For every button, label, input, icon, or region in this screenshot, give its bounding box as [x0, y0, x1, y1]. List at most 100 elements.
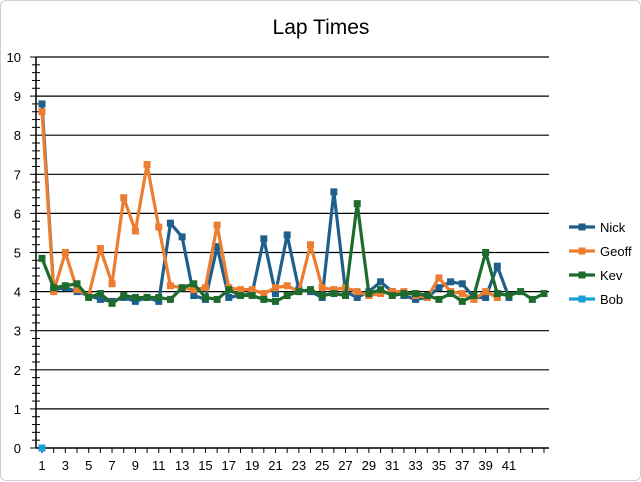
data-point [236, 292, 244, 300]
y-tick-label: 1 [14, 402, 21, 417]
data-point [353, 288, 361, 296]
data-point [190, 280, 198, 288]
data-point [178, 233, 186, 241]
legend-swatch-marker [578, 271, 586, 279]
data-point [318, 284, 326, 292]
legend-label: Geoff [600, 244, 632, 259]
data-point [50, 284, 58, 292]
data-point [447, 278, 455, 286]
data-point [225, 286, 233, 294]
x-tick-label: 13 [175, 458, 189, 473]
y-tick-label: 4 [14, 285, 21, 300]
data-point [96, 295, 104, 303]
data-point [166, 219, 174, 227]
data-point [166, 295, 174, 303]
y-tick-label: 6 [14, 206, 21, 221]
data-point [271, 284, 279, 292]
data-point [155, 293, 163, 301]
data-point [435, 284, 443, 292]
data-point [85, 293, 93, 301]
data-point [295, 288, 303, 296]
data-point [458, 297, 466, 305]
data-point [131, 297, 139, 305]
data-point [155, 223, 163, 231]
legend-swatch-marker [578, 247, 586, 255]
data-point [190, 292, 198, 300]
data-point [458, 280, 466, 288]
x-tick-label: 31 [385, 458, 399, 473]
data-point [482, 288, 490, 296]
data-point [517, 288, 525, 296]
data-point [213, 221, 221, 229]
data-point [131, 227, 139, 235]
data-point [470, 292, 478, 300]
legend-label: Kev [600, 268, 623, 283]
series-kev [38, 200, 548, 307]
data-point [120, 292, 128, 300]
data-point [435, 295, 443, 303]
x-tick-label: 37 [455, 458, 469, 473]
x-tick-label: 41 [502, 458, 516, 473]
y-tick-label: 5 [14, 246, 21, 261]
x-tick-label: 39 [478, 458, 492, 473]
y-tick-label: 2 [14, 363, 21, 378]
data-point [38, 100, 46, 108]
y-tick-label: 0 [14, 441, 21, 456]
data-point [493, 290, 501, 298]
data-point [283, 292, 291, 300]
data-point [307, 286, 315, 294]
data-point [73, 286, 81, 294]
legend-item-nick: Nick [569, 220, 626, 235]
legend-label: Bob [600, 292, 623, 307]
x-tick-label: 25 [315, 458, 329, 473]
data-point [307, 241, 315, 249]
data-point [131, 293, 139, 301]
x-tick-label: 33 [408, 458, 422, 473]
data-point [482, 293, 490, 301]
data-point [38, 444, 46, 452]
data-point [435, 274, 443, 282]
data-point [330, 290, 338, 298]
data-point [493, 262, 501, 270]
data-point [377, 286, 385, 294]
data-point [143, 161, 151, 169]
x-tick-label: 17 [222, 458, 236, 473]
data-point [412, 295, 420, 303]
data-point [248, 292, 256, 300]
data-point [190, 286, 198, 294]
data-point [283, 231, 291, 239]
data-point [377, 278, 385, 286]
data-point [342, 292, 350, 300]
data-point [400, 290, 408, 298]
data-point [260, 235, 268, 243]
data-point [260, 290, 268, 298]
data-point [505, 292, 513, 300]
legend-item-kev: Kev [569, 268, 623, 283]
data-point [353, 200, 361, 208]
data-point [201, 293, 209, 301]
data-point [50, 288, 58, 296]
data-point [271, 290, 279, 298]
data-point [470, 295, 478, 303]
data-point [201, 284, 209, 292]
series-line-geoff [40, 111, 499, 302]
data-point [155, 297, 163, 305]
x-tick-label: 7 [108, 458, 115, 473]
data-point [248, 286, 256, 294]
x-tick-label: 15 [198, 458, 212, 473]
data-point [213, 243, 221, 251]
data-point [447, 290, 455, 298]
data-point [365, 290, 373, 298]
x-tick-label: 23 [292, 458, 306, 473]
x-tick-label: 19 [245, 458, 259, 473]
data-point [260, 295, 268, 303]
data-point [330, 188, 338, 196]
legend-swatch-marker [578, 223, 586, 231]
y-tick-label: 7 [14, 167, 21, 182]
x-tick-label: 3 [62, 458, 69, 473]
data-point [540, 290, 548, 298]
data-point [377, 290, 385, 298]
legend-item-bob: Bob [569, 292, 623, 307]
